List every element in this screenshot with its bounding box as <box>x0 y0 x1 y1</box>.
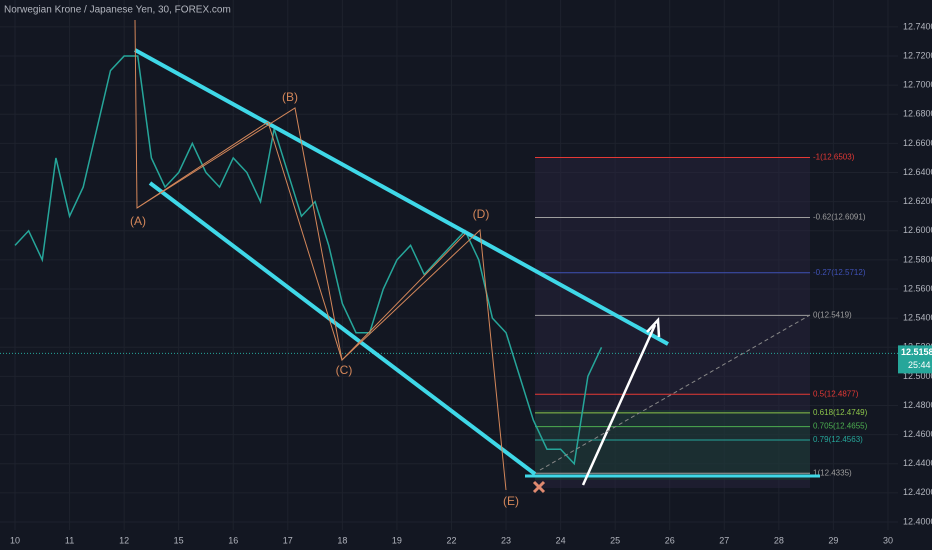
y-tick-label: 12.6200 <box>903 196 932 206</box>
x-tick-label: 30 <box>883 535 893 545</box>
y-tick-label: 12.7200 <box>903 50 932 60</box>
drawings <box>134 19 820 494</box>
y-tick-label: 12.7400 <box>903 21 932 31</box>
y-tick-label: 12.5400 <box>903 313 932 323</box>
y-tick-label: 12.4200 <box>903 487 932 497</box>
x-tick-label: 28 <box>774 535 784 545</box>
fib-label: 0.5(12.4877) <box>813 389 859 398</box>
y-axis: 12.4000 12.4200 12.4400 12.4600 12.4800 12.50… <box>898 21 932 526</box>
x-tick-label: 23 <box>501 535 511 545</box>
wave-label: (C) <box>336 363 353 377</box>
x-tick-label: 10 <box>10 535 20 545</box>
x-tick-label: 16 <box>228 535 238 545</box>
trend-dashed <box>539 314 811 471</box>
fib-label: 1(12.4335) <box>813 468 852 477</box>
x-tick-label: 26 <box>665 535 675 545</box>
y-tick-label: 12.4400 <box>903 458 932 468</box>
y-tick-label: 12.4000 <box>903 516 932 526</box>
countdown: 25:44 <box>908 360 931 370</box>
y-tick-label: 12.4600 <box>903 429 932 439</box>
fib-label: 0(12.5419) <box>813 310 852 319</box>
y-tick-label: 12.6400 <box>903 167 932 177</box>
last-price-label: 12.5158 <box>901 347 932 357</box>
y-tick-label: 12.6600 <box>903 138 932 148</box>
y-tick-label: 12.5800 <box>903 254 932 264</box>
x-tick-label: 12 <box>119 535 129 545</box>
plot <box>0 55 898 466</box>
x-tick-label: 15 <box>174 535 184 545</box>
x-tick-label: 25 <box>610 535 620 545</box>
projection-arrow <box>581 324 657 486</box>
y-tick-label: 12.5000 <box>903 371 932 381</box>
channel-lower <box>148 181 537 476</box>
fib-label: 0.705(12.4655) <box>813 422 868 431</box>
x-tick-label: 18 <box>337 535 347 545</box>
x-tick-label: 22 <box>446 535 456 545</box>
fib-label: 0.618(12.4749) <box>813 408 868 417</box>
y-tick-label: 12.5600 <box>903 283 932 293</box>
x-tick-label: 29 <box>828 535 838 545</box>
last-price-box <box>898 345 932 374</box>
fib-label: -0.62(12.6091) <box>813 213 866 222</box>
y-tick-label: 12.7000 <box>903 80 932 90</box>
wave-label: (B) <box>282 90 298 104</box>
wave-zigzag <box>134 19 507 491</box>
y-tick-label: 12.6800 <box>903 109 932 119</box>
y-tick-label: 12.6000 <box>903 225 932 235</box>
x-tick-label: 17 <box>283 535 293 545</box>
wave-label: (A) <box>130 214 146 228</box>
fib-label: -0.27(12.5712) <box>813 268 866 277</box>
x-tick-label: 11 <box>65 535 74 545</box>
grid <box>0 0 898 530</box>
x-tick-label: 24 <box>556 535 566 545</box>
chart-title: Norwegian Krone / Japanese Yen, 30, FORE… <box>4 5 231 16</box>
channel-upper <box>134 48 669 346</box>
wave-labels: (A) (B) (C) (D) (E) <box>130 90 519 508</box>
arrow-head <box>646 316 661 338</box>
fib-label: 0.79(12.4563) <box>813 435 863 444</box>
x-tick-label: 19 <box>392 535 402 545</box>
fib-zone-green <box>535 410 810 480</box>
price-line <box>14 55 603 466</box>
fib-label: -1(12.6503) <box>813 153 855 162</box>
x-tick-label: 27 <box>719 535 729 545</box>
wave-zigzag-2 <box>136 121 466 361</box>
fib-retracement: -1(12.6503) -0.62(12.6091) -0.27(12.5712) 0… <box>535 153 868 477</box>
wave-label: (E) <box>503 494 519 508</box>
y-tick-label: 12.4800 <box>903 400 932 410</box>
wave-label: (D) <box>473 207 490 221</box>
x-axis: 10 11 12 15 16 17 18 19 22 23 24 25 26 27 28 29 30 <box>10 535 893 545</box>
price-axis <box>898 0 932 530</box>
x-marker <box>532 480 546 494</box>
